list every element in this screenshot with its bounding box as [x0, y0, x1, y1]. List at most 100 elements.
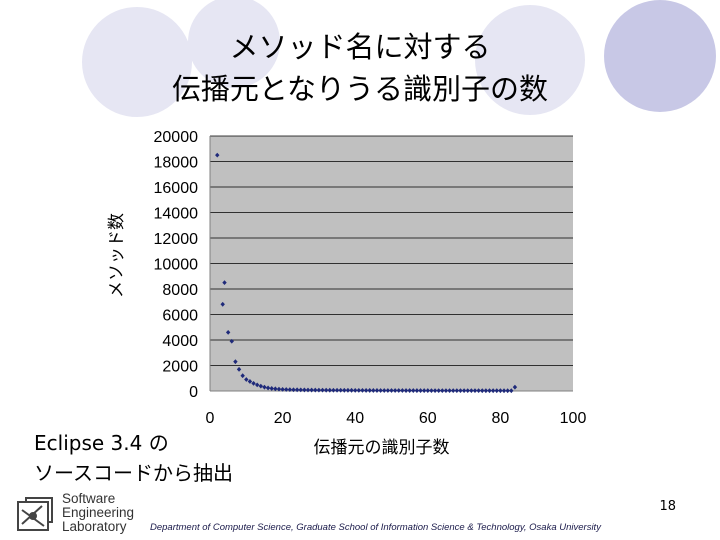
footer-affiliation: Department of Computer Science, Graduate… — [150, 522, 601, 533]
data-point — [374, 388, 380, 393]
data-point — [305, 387, 311, 393]
data-point — [284, 387, 289, 392]
data-point — [363, 388, 369, 393]
x-tick-label: 20 — [274, 410, 292, 427]
data-point — [396, 388, 401, 393]
slide-title: メソッド名に対する 伝播元となりうる識別子の数 — [0, 26, 720, 110]
data-point — [472, 388, 478, 394]
data-point — [229, 338, 234, 344]
data-point — [309, 387, 314, 393]
data-point — [353, 387, 358, 393]
decorative-circle — [82, 7, 192, 117]
data-point — [258, 383, 264, 389]
lab-logo-icon — [17, 497, 53, 531]
y-tick-label: 10000 — [154, 257, 199, 274]
data-point — [342, 387, 347, 393]
data-point — [338, 387, 343, 393]
data-point — [316, 387, 322, 393]
data-point — [418, 388, 423, 393]
data-point — [487, 388, 492, 394]
page-number: 18 — [659, 499, 676, 514]
data-point — [360, 388, 365, 393]
data-point — [251, 380, 256, 386]
data-point — [225, 329, 231, 335]
y-tick-label: 14000 — [154, 206, 199, 223]
data-point — [313, 387, 318, 393]
data-point — [403, 388, 409, 393]
data-point — [222, 280, 227, 286]
data-point — [443, 388, 449, 394]
data-point — [302, 387, 307, 393]
data-point — [447, 388, 452, 394]
data-point — [334, 387, 340, 393]
data-point — [432, 388, 438, 393]
data-point — [291, 387, 296, 393]
decorative-circle — [604, 0, 716, 112]
decorative-circle — [188, 0, 280, 88]
data-point — [436, 388, 441, 394]
data-point — [254, 382, 260, 388]
data-point — [233, 359, 238, 365]
data-point — [320, 387, 325, 393]
x-tick-label: 40 — [346, 410, 364, 427]
data-point — [356, 387, 362, 393]
data-point — [236, 366, 242, 372]
data-point — [269, 386, 274, 391]
data-point — [505, 388, 510, 394]
data-point — [407, 388, 412, 393]
data-point — [215, 152, 220, 158]
data-point — [476, 388, 481, 394]
data-point — [220, 301, 225, 307]
data-point — [240, 373, 245, 379]
data-point — [494, 388, 499, 394]
data-point — [400, 388, 405, 393]
data-point — [385, 388, 391, 393]
y-tick-label: 0 — [189, 384, 198, 401]
title-line-1: メソッド名に対する — [229, 30, 491, 64]
data-point — [382, 388, 387, 393]
source-note-line-2: ソースコードから抽出 — [34, 461, 233, 485]
data-point — [349, 387, 354, 393]
data-point — [425, 388, 430, 393]
data-point — [480, 388, 485, 394]
data-point — [429, 388, 434, 393]
logo-line-1: Software — [62, 491, 116, 506]
data-point — [483, 388, 489, 394]
x-tick-label: 0 — [206, 410, 215, 427]
y-axis-label: メソッド数 — [107, 213, 127, 298]
data-point — [392, 388, 398, 393]
x-tick-label: 100 — [560, 410, 587, 427]
y-tick-label: 2000 — [162, 359, 198, 376]
data-point — [378, 388, 383, 393]
y-tick-label: 4000 — [162, 333, 198, 350]
data-point — [501, 388, 507, 394]
data-point — [465, 388, 470, 394]
decorative-circle — [475, 5, 585, 115]
y-tick-label: 16000 — [154, 180, 199, 197]
data-point — [461, 388, 467, 394]
data-point — [458, 388, 463, 394]
y-tick-label: 12000 — [154, 231, 199, 248]
x-axis-label: 伝播元の識別子数 — [314, 438, 450, 458]
data-point — [294, 387, 300, 393]
source-note-line-1: Eclipse 3.4 の — [34, 431, 169, 455]
data-point — [440, 388, 445, 394]
data-point — [262, 384, 267, 390]
data-point — [389, 388, 394, 393]
x-tick-label: 80 — [492, 410, 510, 427]
data-point — [287, 387, 293, 392]
title-line-2: 伝播元となりうる識別子の数 — [171, 72, 549, 106]
data-point — [327, 387, 332, 393]
scatter-chart: 0 2000 4000 6000 8000 10000 12000 14000 16000 180… — [107, 129, 587, 458]
data-point — [490, 388, 496, 394]
y-tick-label: 8000 — [162, 282, 198, 299]
y-tick-label: 18000 — [154, 155, 199, 172]
data-point — [371, 388, 376, 393]
source-note: Eclipse 3.4 の ソースコードから抽出 — [34, 428, 233, 488]
y-tick-label: 6000 — [162, 308, 198, 325]
logo-line-2: Engineering — [62, 505, 135, 520]
logo-line-3: Laboratory — [62, 519, 127, 534]
data-point — [421, 388, 427, 393]
data-point — [265, 385, 271, 391]
data-point — [331, 387, 336, 393]
